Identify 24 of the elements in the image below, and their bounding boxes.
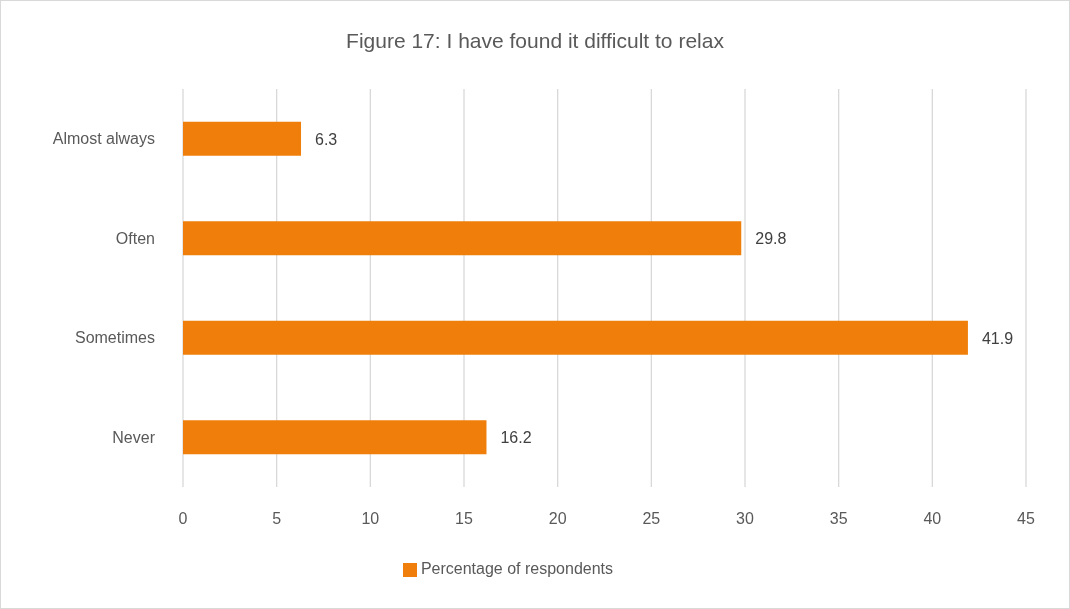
x-tick-label: 20 [548, 510, 567, 528]
x-tick-label: 35 [829, 510, 848, 528]
x-tick-label: 15 [455, 510, 473, 528]
y-tick-label: Sometimes [74, 329, 155, 347]
data-label: 29.8 [755, 230, 787, 248]
legend-label: Percentage of respondents [420, 560, 614, 577]
x-tick-label: 30 [736, 510, 754, 528]
y-tick-label: Often [115, 229, 155, 247]
x-tick-label: 10 [361, 510, 380, 528]
bar [183, 221, 742, 256]
y-tick-label: Almost always [52, 130, 155, 148]
chart-title: Figure 17: I have found it difficult to relax [345, 29, 725, 53]
x-tick-label: 45 [1017, 510, 1035, 528]
data-label: 41.9 [981, 329, 1014, 347]
data-label: 16.2 [500, 429, 532, 447]
x-tick-label: 25 [642, 510, 661, 528]
bar [183, 121, 302, 156]
bar [183, 420, 487, 455]
y-tick-label: Never [112, 428, 156, 446]
bar [183, 320, 968, 355]
x-tick-label: 0 [178, 510, 188, 528]
x-tick-label: 5 [272, 510, 282, 528]
data-label: 6.3 [315, 130, 338, 148]
x-tick-label: 40 [923, 510, 942, 528]
